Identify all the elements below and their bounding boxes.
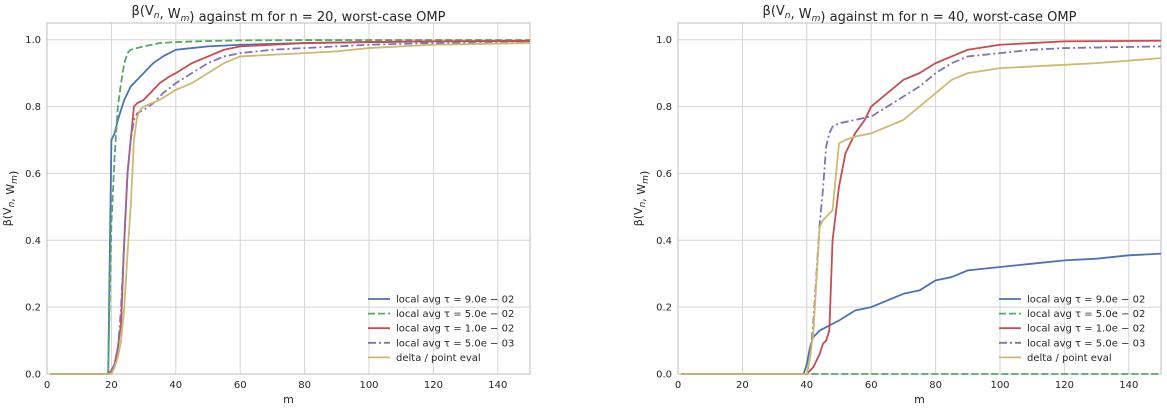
y-tick-label: 0.0 <box>25 370 41 381</box>
x-tick-label: 60 <box>234 380 247 391</box>
legend-label: local avg τ = 1.0e − 02 <box>396 324 514 335</box>
x-tick-label: 40 <box>169 380 182 391</box>
x-tick-label: 60 <box>865 380 878 391</box>
x-axis-label: m <box>914 393 925 406</box>
x-tick-label: 80 <box>929 380 942 391</box>
legend-label: local avg τ = 1.0e − 02 <box>1027 324 1145 335</box>
y-axis-label: β(Vn, Wm) <box>1 171 20 227</box>
legend-label: delta / point eval <box>396 353 481 364</box>
plot-frame <box>46 22 531 375</box>
y-tick-label: 0.8 <box>656 102 672 113</box>
x-tick-label: 100 <box>990 380 1009 391</box>
y-tick-label: 0.4 <box>25 236 41 247</box>
x-axis-label: m <box>283 393 294 406</box>
y-tick-label: 0.6 <box>656 169 672 180</box>
legend-label: local avg τ = 5.0e − 02 <box>396 309 514 320</box>
legend-label: local avg τ = 5.0e − 02 <box>1027 309 1145 320</box>
series-line-1 <box>50 39 530 375</box>
x-tick-label: 20 <box>105 380 118 391</box>
legend-label: local avg τ = 5.0e − 03 <box>396 338 514 349</box>
x-tick-label: 0 <box>675 380 681 391</box>
plot-frame <box>677 22 1162 375</box>
series-line-4 <box>681 57 1162 375</box>
x-tick-label: 140 <box>488 380 507 391</box>
chart-title: β(Vn, Wm) against m for n = 20, worst-ca… <box>132 4 446 25</box>
legend-label: local avg τ = 9.0e − 02 <box>1027 295 1145 306</box>
legend: local avg τ = 9.0e − 02 local avg τ = 5.0… <box>999 295 1145 364</box>
y-tick-label: 0.6 <box>25 169 41 180</box>
legend-label: local avg τ = 5.0e − 03 <box>1027 338 1145 349</box>
series-line-4 <box>50 42 531 375</box>
series-line-2 <box>681 39 1162 375</box>
chart-right: 0 20 40 60 80 100 120 140 0.0 0.2 0.4 0.6 0.8 1.0 β(Vn… <box>632 4 1162 406</box>
y-axis-label: β(Vn, Wm) <box>632 171 651 227</box>
legend-label: local avg τ = 9.0e − 02 <box>396 295 514 306</box>
x-tick-label: 40 <box>800 380 813 391</box>
chart-title: β(Vn, Wm) against m for n = 40, worst-ca… <box>763 4 1077 25</box>
x-tick-label: 120 <box>424 380 443 391</box>
x-tick-label: 80 <box>298 380 311 391</box>
y-tick-label: 0.2 <box>25 303 41 314</box>
legend: local avg τ = 9.0e − 02 local avg τ = 5.0… <box>368 295 514 364</box>
y-tick-label: 0.4 <box>656 236 672 247</box>
x-tick-label: 140 <box>1119 380 1138 391</box>
chart-left: 0 20 40 60 80 100 120 140 0.0 0.2 0.4 0.6 0.8 1.0 β(Vn… <box>1 4 531 406</box>
y-tick-label: 0.0 <box>656 370 672 381</box>
x-tick-label: 20 <box>736 380 749 391</box>
x-tick-label: 100 <box>359 380 378 391</box>
y-tick-label: 0.2 <box>656 303 672 314</box>
x-tick-label: 0 <box>44 380 50 391</box>
y-tick-label: 1.0 <box>25 35 41 46</box>
x-tick-label: 120 <box>1055 380 1074 391</box>
y-tick-label: 0.8 <box>25 102 41 113</box>
legend-label: delta / point eval <box>1027 353 1112 364</box>
y-tick-label: 1.0 <box>656 35 672 46</box>
